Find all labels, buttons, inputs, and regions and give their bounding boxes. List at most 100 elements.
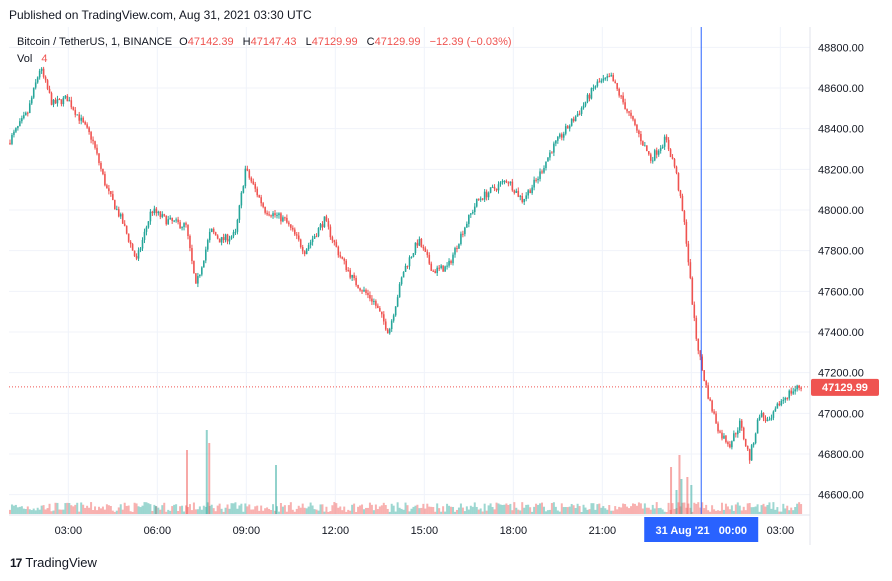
candle-body (396, 297, 399, 307)
candle-body (293, 229, 296, 235)
volume-bar (479, 508, 482, 515)
candle-body (355, 277, 357, 286)
volume-bar (173, 504, 176, 515)
volume-spike (670, 467, 673, 515)
candle-body (462, 233, 464, 235)
volume-bar (641, 508, 644, 515)
candle-body (634, 119, 636, 125)
time-tick-label: 03:00 (55, 525, 83, 537)
candle-body (491, 186, 494, 188)
volume-bar (661, 509, 664, 515)
volume-bar (782, 503, 785, 515)
volume-bar (768, 502, 771, 515)
volume-spike (686, 477, 689, 515)
candle-body (100, 162, 102, 169)
volume-bar (254, 506, 257, 515)
candle-body (78, 114, 81, 121)
candle-body (705, 381, 707, 386)
volume-bar (368, 502, 371, 515)
candle-body (68, 100, 71, 102)
volume-bar (109, 505, 112, 515)
volume-bar (671, 503, 674, 515)
volume-bar (72, 506, 75, 515)
volume-bar (115, 510, 118, 515)
candle-body (570, 118, 573, 126)
price-axis[interactable]: 48800.00 48600.00 48400.00 48200.00 48000.00… (818, 42, 864, 501)
volume-bar (592, 503, 595, 515)
candle-body (234, 231, 237, 233)
candle-body (580, 108, 583, 114)
candle-body (9, 142, 11, 144)
volume-bar (635, 505, 638, 515)
candle-body (288, 222, 290, 225)
candle-body (102, 168, 104, 175)
footer-branding[interactable]: 17 TradingView (10, 555, 97, 570)
candle-body (230, 236, 233, 239)
volume-bar (76, 502, 79, 515)
volume-bar (546, 510, 549, 515)
volume-bar (649, 509, 652, 515)
volume-bar (121, 509, 124, 515)
volume-bar (475, 506, 478, 515)
candle-body (21, 118, 23, 122)
volume-bar (22, 508, 25, 515)
candle-body (701, 356, 704, 371)
candle-body (60, 99, 63, 105)
volume-bar (711, 505, 714, 515)
candle-body (280, 213, 282, 222)
candle-body (236, 219, 239, 232)
candlestick-chart[interactable]: 48800.00 48600.00 48400.00 48200.00 48000.00… (8, 27, 890, 545)
candle-body (642, 141, 644, 146)
volume-bar (188, 504, 191, 515)
volume-bar (774, 509, 777, 515)
candle-body (657, 150, 660, 155)
time-tick-label: 06:00 (144, 525, 172, 537)
volume-bar (614, 506, 617, 515)
candle-body (343, 258, 346, 261)
candle-body (131, 244, 134, 251)
candle-body (163, 214, 166, 216)
candle-body (592, 87, 595, 89)
volume-bar (673, 509, 676, 515)
volume-bar (550, 503, 553, 515)
candle-body (513, 190, 516, 193)
volume-bar (99, 508, 102, 515)
volume-bar (645, 507, 648, 515)
candle-body (529, 190, 531, 194)
candle-body (175, 219, 177, 221)
candle-body (679, 190, 682, 196)
candle-body (371, 298, 373, 302)
candle-body (555, 140, 557, 144)
volume-bar (374, 504, 377, 515)
candle-body (505, 180, 508, 183)
volume-spike (275, 465, 277, 515)
volume-bar (52, 510, 55, 515)
candle-body (729, 444, 731, 448)
candle-body (392, 315, 395, 321)
time-axis[interactable]: 03:00 06:00 09:00 12:00 15:00 18:00 21:00 03:00 (55, 525, 795, 537)
candle-body (256, 188, 259, 196)
price-tick-label: 48600.00 (818, 83, 864, 95)
candle-body (204, 249, 207, 261)
volume-bar (177, 510, 180, 515)
volume-bar (222, 511, 225, 515)
candle-body (199, 274, 201, 277)
volume-bar (542, 506, 545, 515)
volume-bar (161, 505, 164, 515)
volume-bar (392, 505, 395, 515)
chart-area[interactable]: 48800.00 48600.00 48400.00 48200.00 48000.00… (8, 27, 890, 545)
candle-body (151, 211, 154, 214)
candle-body (30, 97, 33, 104)
volume-bar (693, 502, 696, 515)
volume-bar (125, 505, 128, 515)
candle-body (699, 350, 702, 357)
legend: Bitcoin / TetherUS, 1, BINANCE O47142.39… (17, 36, 512, 65)
volume-bar (434, 511, 437, 515)
volume-bar (311, 505, 314, 515)
volume-bar (786, 505, 789, 515)
candle-body (756, 419, 759, 434)
volume-bar (612, 510, 615, 515)
volume-bar (149, 504, 152, 515)
candle-body (608, 76, 611, 78)
candle-body (129, 241, 132, 245)
